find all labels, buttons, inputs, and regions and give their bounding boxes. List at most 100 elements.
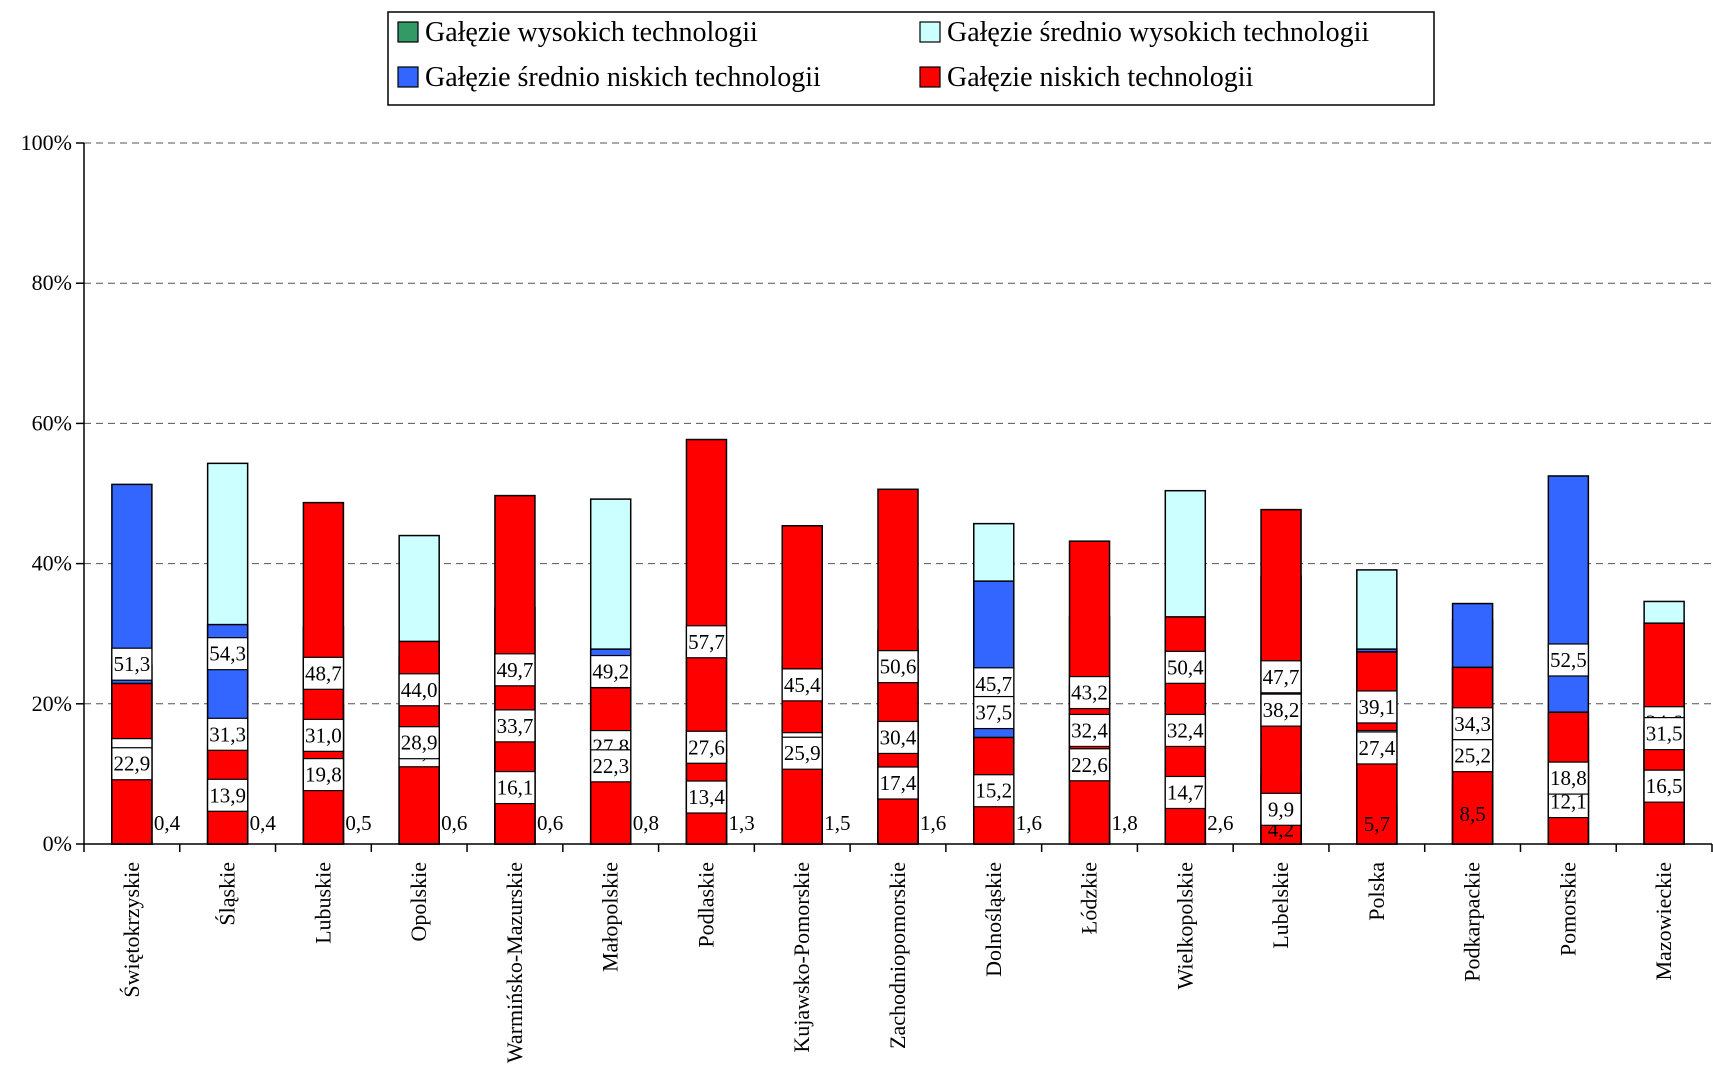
data-label: 1,6	[920, 811, 946, 835]
legend: Gałęzie wysokich technologii Gałęzie śred…	[387, 11, 1435, 106]
data-label-box	[494, 709, 536, 743]
data-label-box	[207, 637, 249, 671]
data-label-box	[494, 770, 536, 805]
data-label: 39,1	[1358, 695, 1395, 719]
category-label: Opolskie	[406, 862, 431, 941]
data-label: 0,6	[537, 811, 563, 835]
data-label: 18,8	[1550, 766, 1587, 790]
data-label-box	[685, 730, 728, 764]
data-label: 2,6	[1207, 811, 1233, 835]
legend-swatch	[919, 66, 941, 88]
data-label: 13,9	[209, 783, 246, 807]
y-tick-label: 0%	[43, 831, 72, 856]
data-label: 32,4	[1167, 718, 1204, 742]
data-label: 31,5	[1646, 722, 1683, 746]
data-label-box	[685, 780, 728, 814]
data-label: 54,3	[209, 642, 246, 666]
data-label: 14,7	[1167, 780, 1204, 804]
data-label: 47,7	[1263, 665, 1300, 689]
category-label: Zachodniopomorskie	[885, 862, 910, 1049]
data-label-box	[1164, 650, 1206, 684]
data-label: 0,5	[345, 811, 371, 835]
data-label: 38,2	[1263, 698, 1300, 722]
category-label: Podkarpackie	[1460, 862, 1485, 982]
data-label: 0,4	[154, 811, 181, 835]
data-label: 5,7	[1364, 812, 1390, 836]
data-label: 31,0	[305, 723, 342, 747]
data-label: 1,8	[1112, 811, 1138, 835]
data-label-box	[685, 625, 728, 659]
data-label-box	[1547, 643, 1589, 677]
data-label-box	[494, 653, 536, 687]
data-label-box	[302, 718, 345, 752]
data-label-box	[1068, 675, 1111, 710]
data-label: 22,6	[1071, 753, 1108, 777]
data-label: 34,3	[1454, 712, 1491, 736]
category-label: Kujawsko-Pomorskie	[789, 862, 814, 1053]
category-label: Świętokrzyskie	[119, 862, 144, 998]
data-label-box	[1068, 713, 1111, 748]
data-label-box	[111, 647, 153, 681]
data-label-box	[590, 654, 632, 689]
data-label-box	[1260, 792, 1302, 826]
data-label: 13,4	[688, 785, 725, 809]
data-label: 45,7	[975, 672, 1012, 696]
axes: 0% 20% 40% 60% 80% 100%	[21, 130, 1713, 856]
data-label: 9,9	[1268, 797, 1294, 821]
y-tick-label: 60%	[32, 410, 72, 435]
data-label: 1,3	[728, 811, 754, 835]
data-label: 16,5	[1646, 774, 1683, 798]
data-label-box	[781, 736, 823, 770]
data-label: 1,6	[1016, 811, 1042, 835]
data-label: 48,7	[305, 661, 342, 685]
data-label: 43,2	[1071, 681, 1108, 705]
data-label-box	[877, 766, 919, 800]
data-label-box	[111, 747, 153, 781]
category-label: Lubelskie	[1268, 862, 1293, 949]
data-label-box	[973, 695, 1015, 730]
data-label: 25,9	[784, 741, 821, 765]
data-label: 49,2	[592, 660, 629, 684]
category-label: Pomorskie	[1555, 862, 1580, 956]
category-label: Małopolskie	[598, 862, 623, 972]
data-label: 28,9	[401, 731, 438, 755]
data-label: 25,2	[1454, 744, 1491, 768]
data-label: 37,5	[975, 701, 1012, 725]
category-label: Łódzkie	[1077, 862, 1102, 934]
data-label-box	[590, 749, 632, 783]
data-label: 0,4	[250, 811, 277, 835]
data-label: 33,7	[497, 714, 534, 738]
data-label: 30,4	[880, 725, 917, 749]
gridlines	[84, 142, 1712, 705]
legend-label: Gałęzie wysokich technologii	[425, 17, 758, 48]
data-label: 45,4	[784, 673, 821, 697]
data-label-box	[1068, 748, 1111, 782]
data-label: 32,4	[1071, 718, 1108, 742]
data-label: 1,5	[824, 811, 850, 835]
data-label: 22,3	[592, 754, 629, 778]
data-label-box	[1547, 761, 1589, 795]
category-label: Lubuskie	[310, 862, 335, 944]
category-label: Warmińsko-Mazurskie	[502, 862, 527, 1063]
legend-label: Gałęzie średnio niskich technologii	[425, 62, 821, 93]
data-label-box	[1164, 713, 1206, 748]
data-label: 51,3	[114, 652, 151, 676]
category-label: Polska	[1364, 862, 1389, 921]
legend-swatch	[397, 66, 419, 88]
data-label-box	[1356, 731, 1398, 765]
legend-swatch	[919, 21, 941, 43]
data-label-box	[1451, 739, 1494, 773]
data-label-box	[1260, 660, 1302, 694]
data-label: 50,4	[1167, 655, 1204, 679]
data-label: 27,4	[1358, 736, 1395, 760]
data-label-box	[302, 758, 345, 792]
data-label-box	[207, 778, 249, 812]
data-label: 52,5	[1550, 648, 1587, 672]
data-label-box	[398, 673, 440, 707]
data-label: 27,6	[688, 735, 725, 759]
data-label: 8,5	[1459, 802, 1485, 826]
legend-label: Gałęzie niskich technologii	[947, 62, 1254, 93]
data-label: 22,9	[114, 752, 151, 776]
data-label-box	[398, 726, 440, 760]
